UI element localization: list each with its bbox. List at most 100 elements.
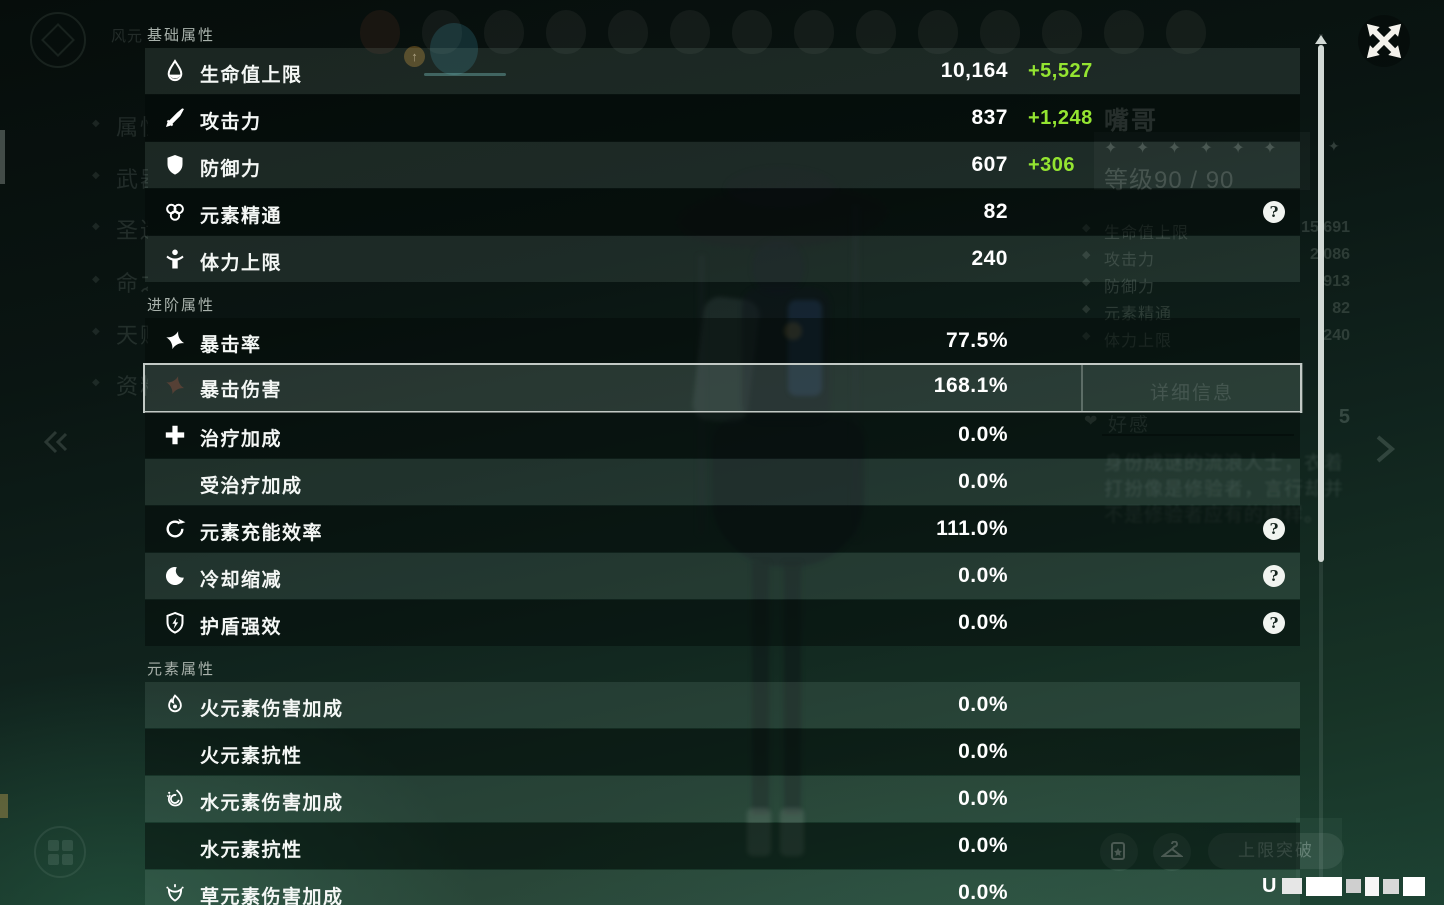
stat-row-def[interactable]: 防御力 607 +306 xyxy=(145,142,1300,188)
mini-atk-icon: ◆ xyxy=(1082,249,1091,261)
stat-row-dendro-dmg-bonus[interactable]: 草元素伤害加成 0.0% xyxy=(145,870,1300,905)
sidebar-item-weapon[interactable]: 武器 xyxy=(116,167,148,192)
crit-dmg-icon xyxy=(163,374,189,398)
stat-row-crit-dmg-selected[interactable]: 暴击伤害 168.1% xyxy=(143,363,1302,413)
avatar[interactable] xyxy=(732,10,772,54)
ascend-button[interactable]: 上限突破 xyxy=(1208,833,1344,869)
cooldown-icon xyxy=(163,564,189,588)
bullet-icon: ◆ xyxy=(92,377,100,388)
avatar[interactable] xyxy=(918,10,958,54)
stat-bonus: +306 xyxy=(1028,154,1076,176)
stat-bonus: +1,248 xyxy=(1028,107,1093,129)
rarity-stars: ✦ ✦ ✦ ✦ ✦ ✦ xyxy=(1104,140,1284,157)
avatar[interactable] xyxy=(1104,10,1144,54)
dendro-icon xyxy=(163,881,189,905)
bullet-icon: ◆ xyxy=(92,118,100,129)
mini-stat-label: 攻击力 xyxy=(1104,252,1156,269)
close-icon xyxy=(1366,23,1402,59)
previous-character-arrow-icon[interactable] xyxy=(42,430,68,459)
avatar[interactable] xyxy=(670,10,710,54)
help-icon[interactable]: ? xyxy=(1263,201,1285,223)
mini-stamina-icon: ◆ xyxy=(1082,330,1091,342)
stat-row-crit-rate[interactable]: 暴击率 77.5% xyxy=(145,318,1300,364)
stat-row-max-stamina[interactable]: 体力上限 240 xyxy=(145,236,1300,282)
stat-label: 草元素伤害加成 xyxy=(200,887,344,905)
avatar[interactable] xyxy=(546,10,586,54)
crit-rate-icon xyxy=(163,329,189,353)
help-icon[interactable]: ? xyxy=(1263,565,1285,587)
avatar[interactable] xyxy=(484,10,524,54)
stat-label: 冷却缩减 xyxy=(200,570,283,591)
section-header-advanced: 进阶属性 xyxy=(147,297,216,314)
stat-value: 0.0% xyxy=(958,611,1008,634)
sidebar-item-profile[interactable]: 资料 xyxy=(116,374,148,399)
stat-label: 受治疗加成 xyxy=(200,476,303,497)
sidebar: ◆ 属性 ◆ 武器 ◆ 圣遗物 ◆ 命之座 ◆ 天赋 ◆ 资料 xyxy=(0,100,148,410)
stat-label: 元素充能效率 xyxy=(200,523,324,544)
mini-hp-icon: ◆ xyxy=(1082,222,1091,234)
uid-prefix: U xyxy=(1262,874,1277,897)
section-header-elemental: 元素属性 xyxy=(147,661,216,678)
character-description: 身份成谜的流浪人士，衣着打扮像是修验者，言行却并不是修验者应有的模样。 xyxy=(1104,453,1345,526)
bullet-icon: ◆ xyxy=(92,326,100,337)
mini-stat-value: 2,086 xyxy=(1309,246,1350,263)
stat-row-energy-recharge[interactable]: 元素充能效率 111.0% ? xyxy=(145,506,1300,552)
stat-value: 0.0% xyxy=(958,740,1008,763)
stat-row-hydro-res[interactable]: 水元素抗性 0.0% xyxy=(145,823,1300,869)
mini-stat-value: 240 xyxy=(1323,327,1350,344)
stat-row-incoming-healing-bonus[interactable]: 受治疗加成 0.0% xyxy=(145,459,1300,505)
sidebar-item-artifacts[interactable]: 圣遗物 xyxy=(116,218,148,243)
mini-stat-value: 15,691 xyxy=(1301,219,1350,236)
stat-row-atk[interactable]: 攻击力 837 +1,248 xyxy=(145,95,1300,141)
avatar[interactable] xyxy=(1042,10,1082,54)
avatar[interactable] xyxy=(360,10,400,54)
sidebar-item-attributes[interactable]: 属性 xyxy=(116,115,148,140)
stat-row-max-hp[interactable]: 生命值上限 10,164 +5,527 xyxy=(145,48,1300,94)
sidebar-item-talents[interactable]: 天赋 xyxy=(116,323,148,348)
card-button[interactable] xyxy=(1100,833,1138,871)
scrollbar-up-arrow-icon[interactable] xyxy=(1315,35,1327,44)
sidebar-item-constellation[interactable]: 命之座 xyxy=(116,271,148,296)
stat-value: 837 xyxy=(971,106,1008,129)
avatar[interactable] xyxy=(980,10,1020,54)
scrollbar-thumb[interactable] xyxy=(1318,45,1324,562)
avatar[interactable] xyxy=(1166,10,1206,54)
mini-stat-label: 元素精通 xyxy=(1104,306,1173,323)
stat-row-pyro-res[interactable]: 火元素抗性 0.0% xyxy=(145,729,1300,775)
help-icon[interactable]: ? xyxy=(1263,612,1285,634)
party-menu-button[interactable] xyxy=(34,826,86,878)
energy-recharge-icon xyxy=(163,517,189,541)
stat-row-healing-bonus[interactable]: 治疗加成 0.0% xyxy=(145,412,1300,458)
avatar[interactable] xyxy=(856,10,896,54)
stat-value: 0.0% xyxy=(958,564,1008,587)
sparkle-icon: ✦ xyxy=(1328,138,1340,154)
mini-stat-label: 生命值上限 xyxy=(1104,225,1190,242)
mini-stat-label: 防御力 xyxy=(1104,279,1156,296)
mini-stat-row: ◆ 生命值上限 15,691 xyxy=(1082,218,1350,242)
pyro-icon xyxy=(163,693,189,717)
avatar[interactable] xyxy=(608,10,648,54)
stat-label: 防御力 xyxy=(200,159,262,180)
mini-em-icon: ◆ xyxy=(1082,303,1091,315)
stat-row-cooldown-reduction[interactable]: 冷却缩减 0.0% ? xyxy=(145,553,1300,599)
help-icon[interactable]: ? xyxy=(1263,518,1285,540)
atk-icon xyxy=(163,106,189,130)
stat-row-elemental-mastery[interactable]: 元素精通 82 ? xyxy=(145,189,1300,235)
close-button[interactable] xyxy=(1358,15,1410,67)
avatar-selected[interactable] xyxy=(422,10,462,54)
stat-row-hydro-dmg-bonus[interactable]: 水元素伤害加成 0.0% xyxy=(145,776,1300,822)
next-character-arrow-icon[interactable] xyxy=(1368,432,1402,471)
stat-label: 治疗加成 xyxy=(200,429,283,450)
bullet-icon: ◆ xyxy=(92,170,100,181)
friendship-level: 5 xyxy=(1338,406,1350,428)
level-up-badge-icon: ↑ xyxy=(404,46,425,67)
stamina-icon xyxy=(163,247,189,271)
outfit-button[interactable] xyxy=(1153,833,1191,871)
stat-label: 元素精通 xyxy=(200,206,283,227)
avatar[interactable] xyxy=(794,10,834,54)
stat-row-pyro-dmg-bonus[interactable]: 火元素伤害加成 0.0% xyxy=(145,682,1300,728)
stat-row-shield-strength[interactable]: 护盾强效 0.0% ? xyxy=(145,600,1300,646)
stat-bonus: +5,527 xyxy=(1028,60,1093,82)
card-star-icon xyxy=(1111,842,1125,860)
